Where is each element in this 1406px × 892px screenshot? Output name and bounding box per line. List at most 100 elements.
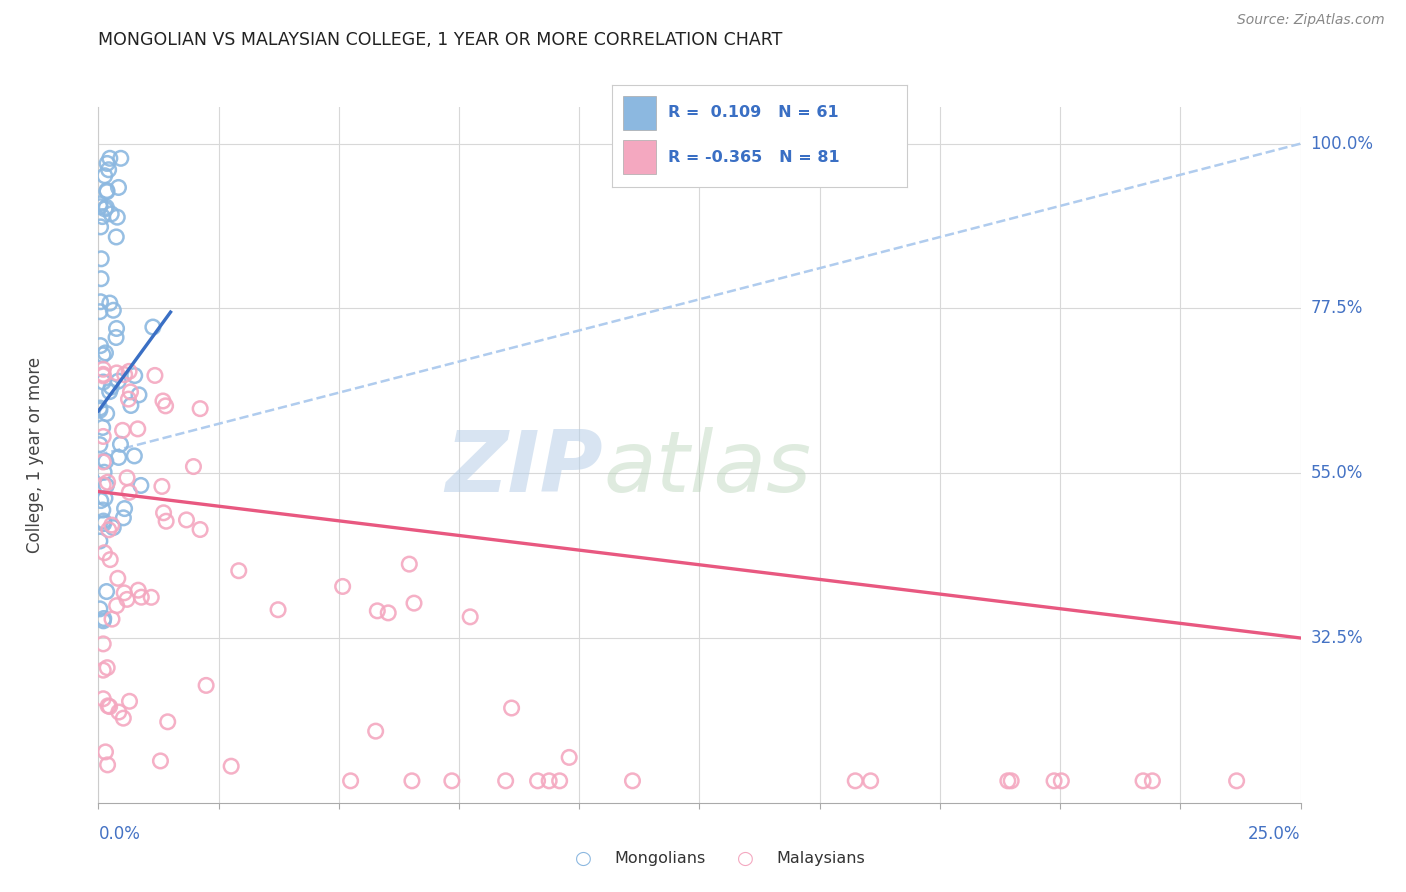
Point [103,520,125,534]
Point [107,374,129,388]
Point [98,552,121,566]
Point [89,403,111,417]
Point [228,564,250,578]
Point [118,694,141,708]
Point [97,523,120,537]
Point [127,583,149,598]
Point [91,375,114,389]
Point [844,773,866,788]
Point [117,392,139,406]
Point [93,514,115,528]
Point [859,773,882,788]
Point [89,401,111,415]
Point [96,156,118,170]
Point [107,571,129,585]
Point [105,321,128,335]
Point [90,252,112,266]
Text: Source: ZipAtlas.com: Source: ZipAtlas.com [1237,13,1385,28]
Point [267,603,290,617]
Point [97,698,120,713]
Point [108,705,131,719]
Point [94,346,117,360]
Point [152,394,174,409]
Point [94,745,117,759]
Text: 77.5%: 77.5% [1310,300,1362,318]
Point [105,366,128,380]
Point [110,437,132,451]
Point [89,197,111,211]
Point [100,207,122,221]
Point [526,773,548,788]
Point [219,759,242,773]
Bar [623,96,655,130]
Point [124,449,146,463]
Point [120,399,142,413]
Text: R =  0.109   N = 61: R = 0.109 N = 61 [668,105,838,120]
Text: 32.5%: 32.5% [1310,629,1362,647]
Point [96,184,118,198]
Text: MONGOLIAN VS MALAYSIAN COLLEGE, 1 YEAR OR MORE CORRELATION CHART: MONGOLIAN VS MALAYSIAN COLLEGE, 1 YEAR O… [98,31,783,49]
Text: ZIP: ZIP [446,427,603,510]
Point [91,368,114,382]
Point [112,586,135,600]
Point [188,401,211,416]
Point [91,503,114,517]
Point [93,465,115,479]
Point [621,773,644,788]
Point [91,478,114,492]
Point [93,516,115,531]
Point [149,754,172,768]
Point [402,596,425,610]
Point [501,701,523,715]
Point [98,384,121,399]
Point [96,478,118,492]
Point [112,511,135,525]
Text: ○: ○ [737,848,754,868]
Point [118,485,141,500]
Text: R = -0.365   N = 81: R = -0.365 N = 81 [668,150,839,164]
Point [101,612,124,626]
Point [89,437,111,451]
Point [107,450,129,465]
Point [98,151,121,165]
Point [458,610,481,624]
Point [89,602,111,616]
Point [89,294,111,309]
Point [105,230,128,244]
Bar [623,140,655,174]
Point [96,200,118,214]
Point [495,773,517,788]
Point [366,604,388,618]
Point [100,380,122,394]
Point [94,202,117,216]
Point [94,491,117,505]
Point [155,399,177,413]
Point [150,479,173,493]
Point [93,611,115,625]
Point [89,200,111,214]
Point [91,455,114,469]
Point [188,523,211,537]
Text: 55.0%: 55.0% [1310,464,1362,483]
Point [98,699,121,714]
Point [1000,773,1022,788]
Point [128,388,150,402]
Point [94,454,117,468]
Point [91,663,114,677]
Point [401,773,423,788]
Point [115,471,138,485]
Text: Mongolians: Mongolians [614,851,706,865]
Point [111,423,134,437]
Point [105,210,128,224]
Point [1050,773,1073,788]
Point [332,579,354,593]
Point [176,513,198,527]
Text: 25.0%: 25.0% [1249,825,1301,843]
Point [398,557,420,571]
Point [91,210,114,224]
Point [100,518,122,533]
Point [1043,773,1066,788]
Point [90,493,112,508]
Point [339,773,361,788]
Point [142,320,165,334]
